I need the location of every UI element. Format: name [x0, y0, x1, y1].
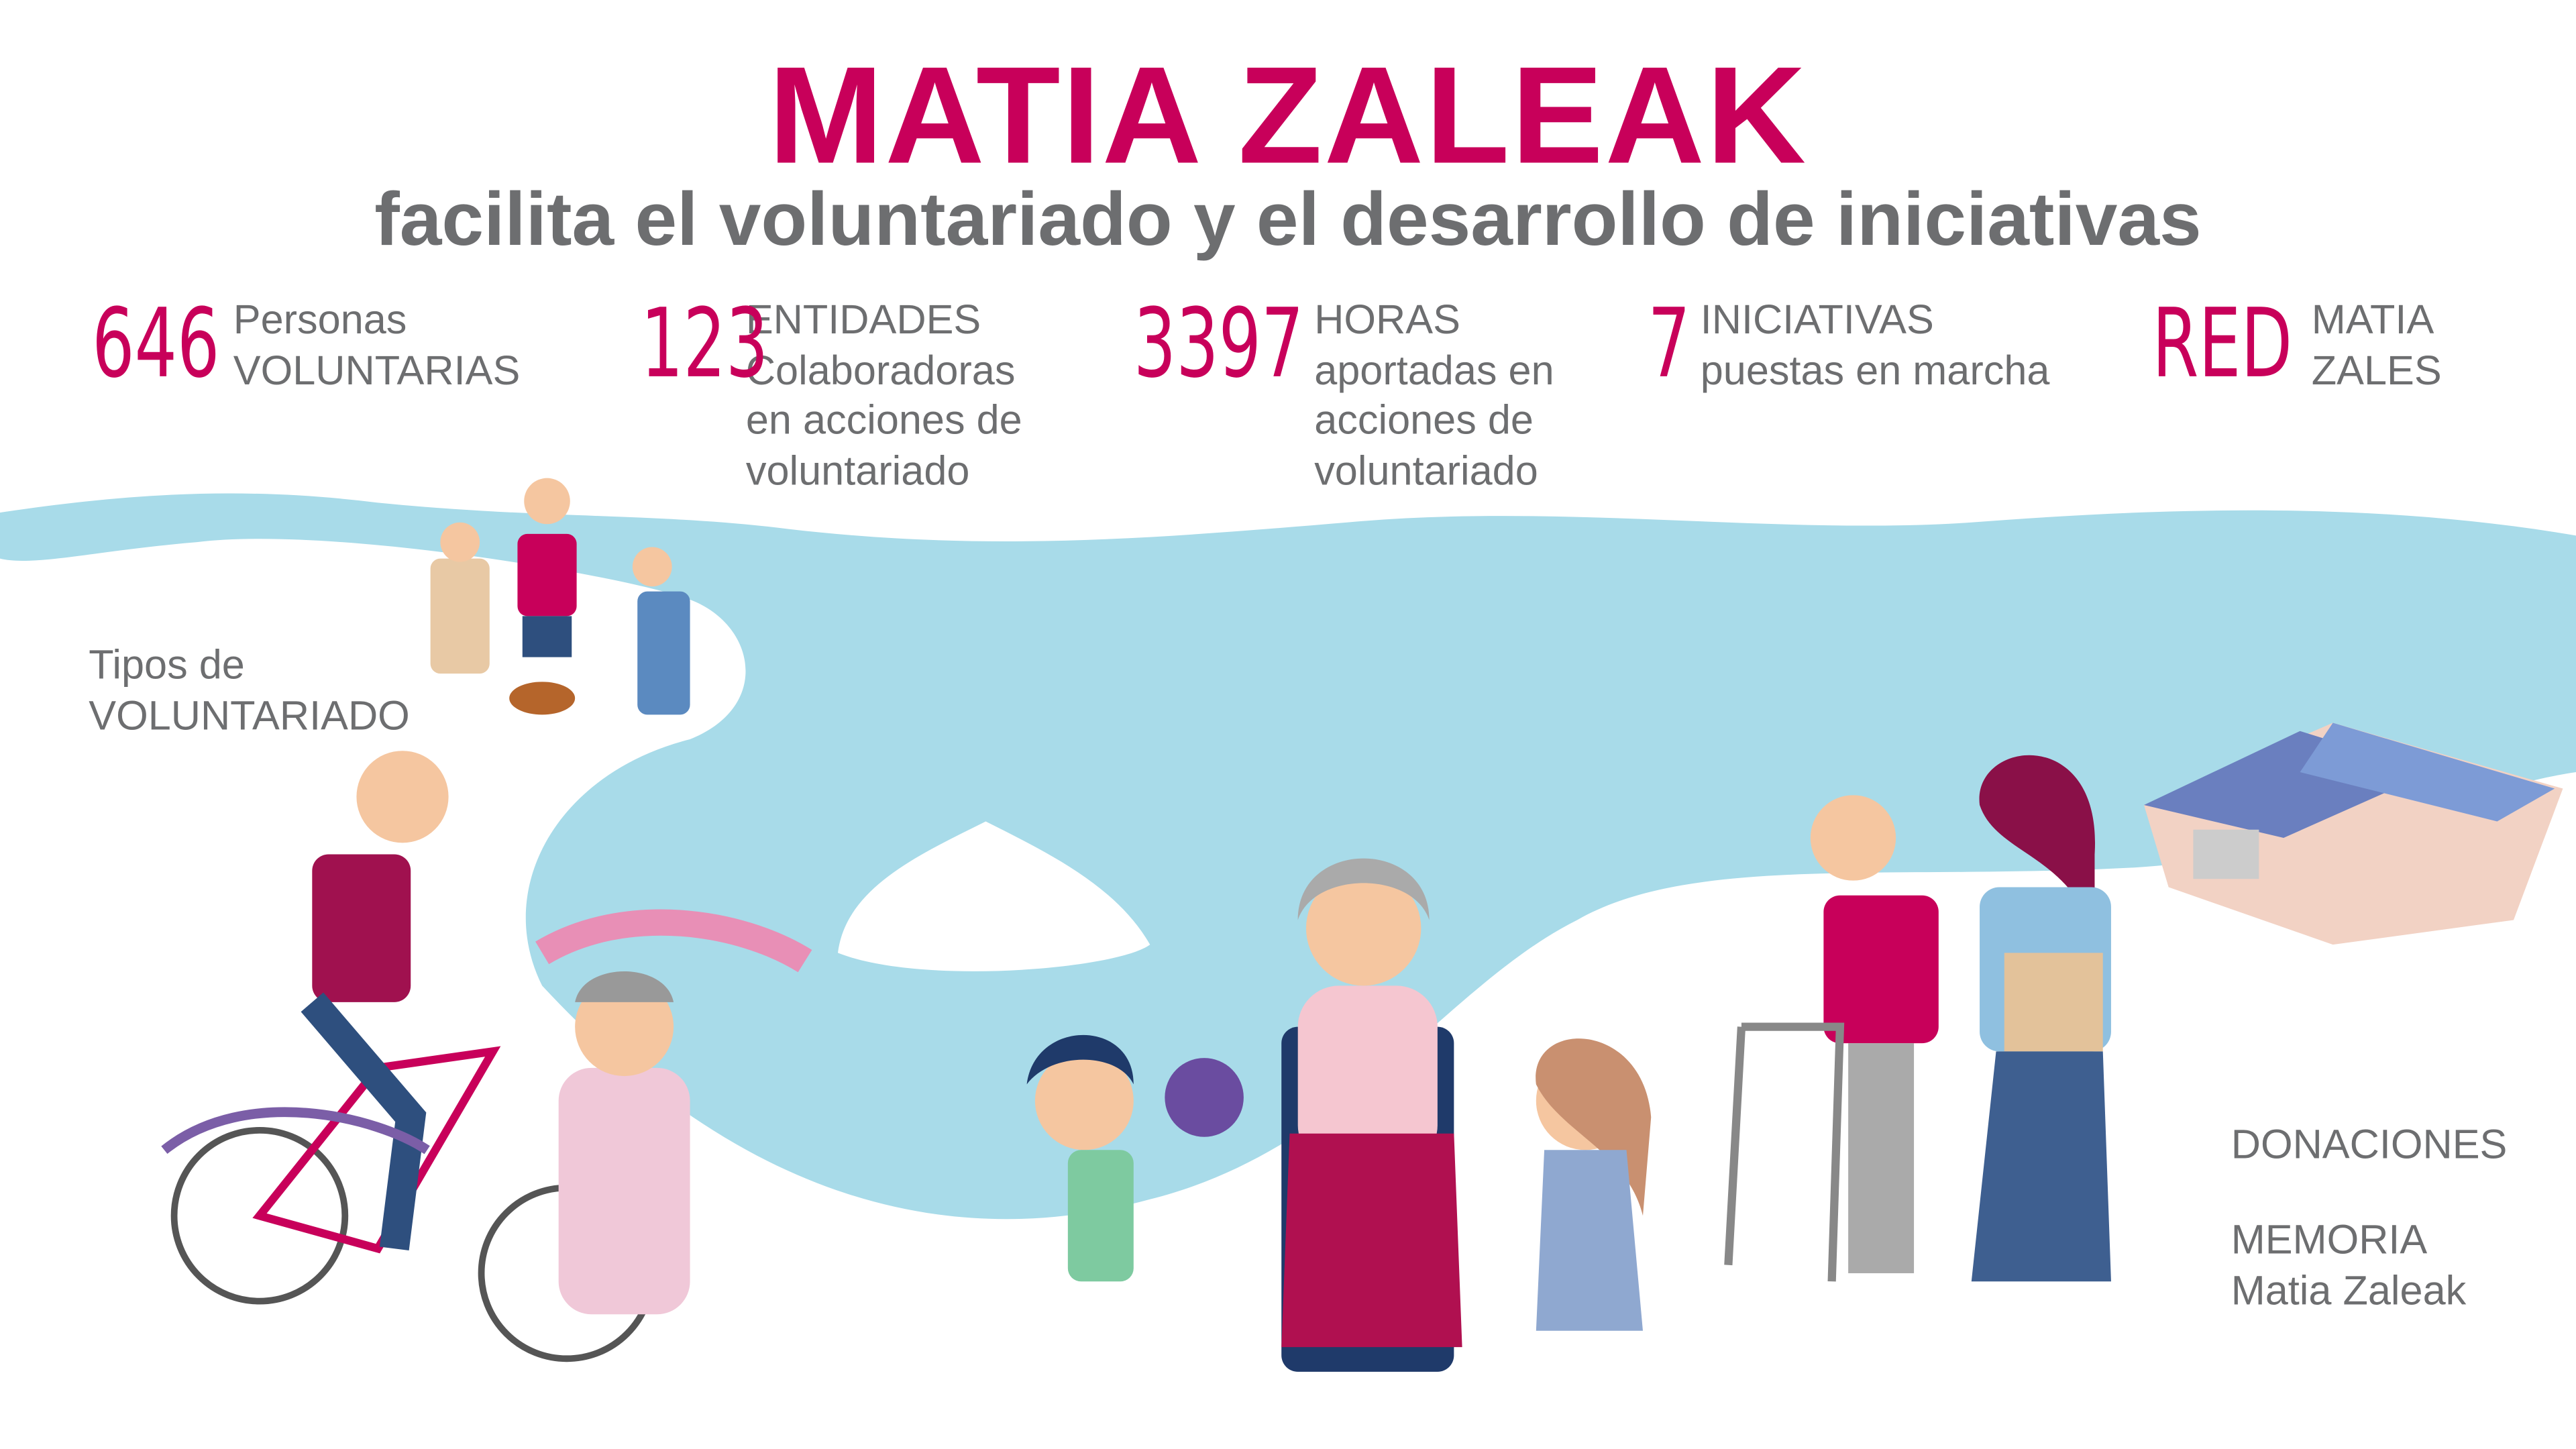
page-title: MATIA ZALEAK [768, 38, 1808, 193]
house-illustration [2143, 722, 2563, 945]
stat-label-line: ZALES [2311, 347, 2442, 394]
grandmother-children-illustration [1026, 858, 1652, 1372]
link-line: Matia Zaleak [2231, 1267, 2467, 1313]
stat-label: INICIATIVAS puestas en marcha [1701, 296, 2050, 396]
link-line: VOLUNTARIADO [89, 692, 410, 739]
stat-label-line: en acciones de [745, 397, 1022, 444]
donaciones-link[interactable]: DONACIONES [2231, 1122, 2508, 1169]
stat-label: MATIA ZALES [2312, 296, 2442, 396]
cyclist-illustration [161, 751, 812, 1362]
stat-label: HORAS aportadas en acciones de voluntari… [1314, 296, 1554, 496]
stat-label-line: acciones de [1314, 397, 1534, 444]
stat-hours: 3397 HORAS aportadas en acciones de volu… [1134, 292, 1554, 496]
stat-label-line: puestas en marcha [1700, 347, 2050, 394]
stat-number: RED [2152, 287, 2293, 400]
page-subtitle: facilita el voluntariado y el desarrollo… [374, 176, 2202, 262]
stat-label-line: aportadas en [1314, 347, 1554, 394]
stat-label-line: Personas [233, 297, 407, 343]
stat-label: Personas VOLUNTARIAS [233, 296, 521, 396]
red-matia-zales-link[interactable]: RED MATIA ZALES [2152, 292, 2442, 396]
elderly-group-illustration [430, 478, 690, 715]
stat-label-line: VOLUNTARIAS [233, 347, 521, 394]
stat-number: 123 [641, 287, 769, 400]
stat-label-line: MATIA [2311, 297, 2434, 343]
tipos-voluntariado-link[interactable]: Tipos de VOLUNTARIADO [89, 641, 410, 741]
stat-label: ENTIDADES Colaboradoras en acciones de v… [746, 296, 1022, 496]
walker-couple-illustration [1724, 755, 2111, 1282]
stat-label-line: HORAS [1314, 297, 1460, 343]
stat-volunteers: 646 Personas VOLUNTARIAS [92, 292, 521, 396]
stat-label-line: ENTIDADES [745, 297, 981, 343]
stat-label-line: voluntariado [1314, 447, 1538, 494]
stat-label-line: Colaboradoras [745, 347, 1016, 394]
stat-entities: 123 ENTIDADES Colaboradoras en acciones … [641, 292, 1022, 496]
stat-label-line: INICIATIVAS [1700, 297, 1934, 343]
memoria-link[interactable]: MEMORIA Matia Zaleak [2231, 1216, 2467, 1316]
link-line: Tipos de [89, 642, 245, 689]
stat-number: 646 [92, 287, 220, 400]
stat-initiatives: 7 INICIATIVAS puestas en marcha [1648, 292, 2050, 396]
stat-number: 7 [1648, 287, 1690, 400]
stat-number: 3397 [1133, 287, 1304, 400]
stat-label-line: voluntariado [745, 447, 970, 494]
link-line: MEMORIA [2231, 1217, 2428, 1264]
island-shape [837, 821, 1150, 971]
